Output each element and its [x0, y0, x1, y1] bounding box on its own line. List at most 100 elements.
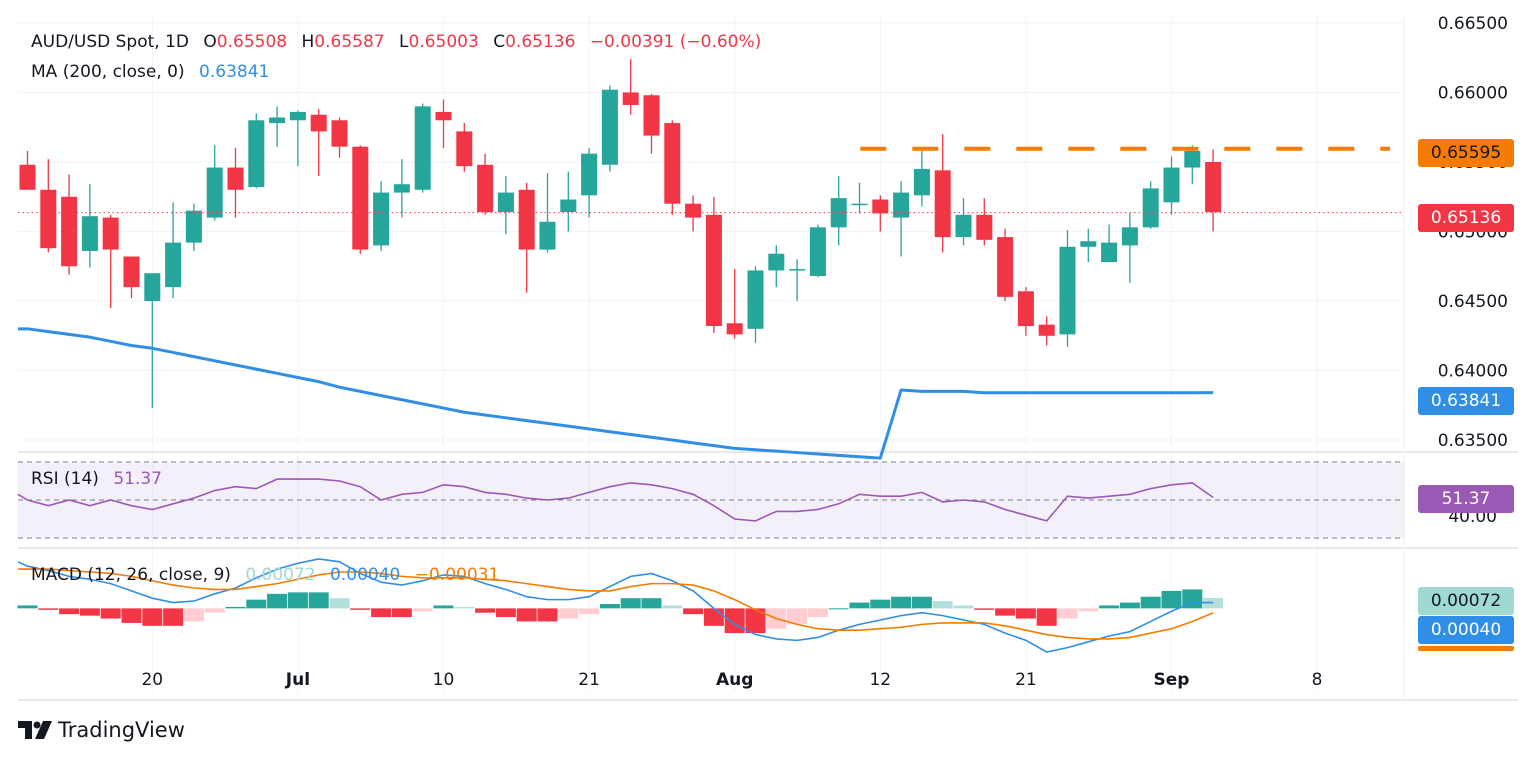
- candle-body: [373, 192, 390, 246]
- candle-body: [747, 270, 764, 329]
- candle-body: [768, 253, 785, 271]
- candle-body: [165, 242, 182, 288]
- macd-hist-bar: [412, 608, 433, 612]
- resistance-price-tag: 0.65595: [1418, 139, 1514, 167]
- candle-body: [601, 89, 618, 165]
- macd-hist-bar: [495, 608, 516, 618]
- candle-body: [664, 123, 681, 204]
- candle-body: [352, 146, 369, 250]
- y-tick-label: 0.66000: [1438, 83, 1508, 103]
- candle-body: [1080, 241, 1097, 247]
- candle-body: [248, 120, 265, 188]
- macd-price-tag: 0.00040: [1418, 616, 1514, 644]
- macd-hist-bar: [807, 608, 828, 618]
- close-label: C: [493, 32, 506, 52]
- x-tick-label: 12: [869, 670, 891, 690]
- last-price-tag: 0.65136: [1418, 204, 1514, 232]
- y-tick-label: 0.64000: [1438, 362, 1508, 382]
- macd-hist-bar: [1078, 608, 1099, 612]
- macd-hist-bar: [329, 598, 350, 609]
- candle-body: [560, 199, 577, 213]
- x-tick-label: 21: [1015, 670, 1037, 690]
- macd-value: 0.00040: [330, 565, 401, 585]
- rsi-legend: RSI (14) 51.37: [31, 469, 162, 489]
- macd-hist-bar: [1140, 596, 1161, 609]
- ma-value: 0.63841: [199, 62, 270, 82]
- macd-hist-bar: [1015, 608, 1036, 619]
- candle-body: [206, 167, 223, 218]
- macd-hist-bar: [516, 608, 537, 622]
- macd-hist-bar: [59, 608, 80, 615]
- macd-hist-bar: [599, 604, 620, 609]
- macd-hist-bar: [932, 601, 953, 609]
- candle-body: [893, 192, 910, 218]
- macd-pane: [17, 558, 1224, 653]
- high-label: H: [301, 32, 315, 52]
- candle-body: [976, 214, 993, 240]
- change-value: −0.00391 (−0.60%): [589, 32, 762, 52]
- candle-body: [435, 111, 452, 121]
- candle-body: [685, 203, 702, 218]
- macd-hist-bar: [849, 602, 870, 609]
- candle-body: [643, 95, 660, 136]
- rsi-line: [17, 478, 1214, 522]
- candle-body: [61, 196, 78, 267]
- macd-hist-bar: [1057, 608, 1078, 619]
- macd-hist-bar: [620, 598, 641, 609]
- macd-hist-bar: [454, 606, 475, 609]
- candle-body: [185, 210, 202, 243]
- macd-hist-bar: [204, 608, 225, 613]
- candle-body: [227, 167, 244, 190]
- macd-hist-bar: [891, 596, 912, 609]
- macd-hist-bar: [745, 608, 766, 634]
- macd-hist-bar: [1036, 608, 1057, 626]
- candle-body: [1205, 161, 1222, 213]
- x-tick-label: Aug: [716, 670, 753, 690]
- time-axis: 20 Jul 10 21 Aug 12 21 Sep 8: [141, 670, 1322, 690]
- x-tick-label: 10: [433, 670, 455, 690]
- y-tick-label: 0.64500: [1438, 292, 1508, 312]
- candle-body: [331, 120, 348, 147]
- candle-body: [1017, 291, 1034, 327]
- candle-body: [1101, 242, 1118, 263]
- candle-body: [830, 198, 847, 228]
- pane-borders: [18, 16, 1518, 701]
- macd-hist-bar: [225, 606, 246, 609]
- macd-hist-bar: [246, 599, 267, 609]
- macd-hist-bar: [953, 605, 974, 609]
- candle-body: [622, 92, 639, 105]
- candle-body: [872, 199, 889, 214]
- candle-body: [393, 184, 410, 193]
- candle-body: [934, 170, 951, 238]
- macd-hist-bar: [121, 608, 142, 623]
- ma-legend: MA (200, close, 0) 0.63841: [31, 62, 269, 82]
- candle-body: [144, 273, 161, 302]
- macd-hist-bar: [391, 608, 412, 618]
- low-value: 0.65003: [408, 32, 479, 52]
- candle-body: [414, 106, 431, 190]
- candle-body: [456, 131, 473, 167]
- macd-hist-bar: [558, 608, 579, 619]
- macd-hist-bar: [1099, 605, 1120, 609]
- candle-body: [913, 168, 930, 196]
- macd-label: MACD (12, 26, close, 9): [31, 565, 231, 585]
- ma-price-tag: 0.63841: [1418, 387, 1514, 415]
- tradingview-logo-icon: [18, 721, 52, 739]
- price-axis: 0.665000.660000.655000.650000.645000.640…: [1438, 14, 1508, 451]
- candle-body: [1059, 246, 1076, 335]
- open-value: 0.65508: [216, 32, 288, 52]
- rsi-value: 51.37: [113, 469, 162, 489]
- candle-body: [497, 192, 514, 213]
- candle-body: [1184, 150, 1201, 168]
- macd-hist-bar: [870, 599, 891, 609]
- x-tick-label: 21: [578, 670, 600, 690]
- candle-body: [289, 111, 306, 121]
- candle-body: [1142, 188, 1159, 228]
- macd-hist-bar: [1182, 589, 1203, 609]
- ma-200-line: [18, 327, 1214, 460]
- candle-body: [310, 114, 327, 132]
- signal-value: −0.00031: [414, 565, 500, 585]
- signal-price-marker: [1418, 646, 1514, 651]
- macd-hist-price-tag: 0.00072: [1418, 587, 1514, 615]
- x-tick-label: 20: [141, 670, 163, 690]
